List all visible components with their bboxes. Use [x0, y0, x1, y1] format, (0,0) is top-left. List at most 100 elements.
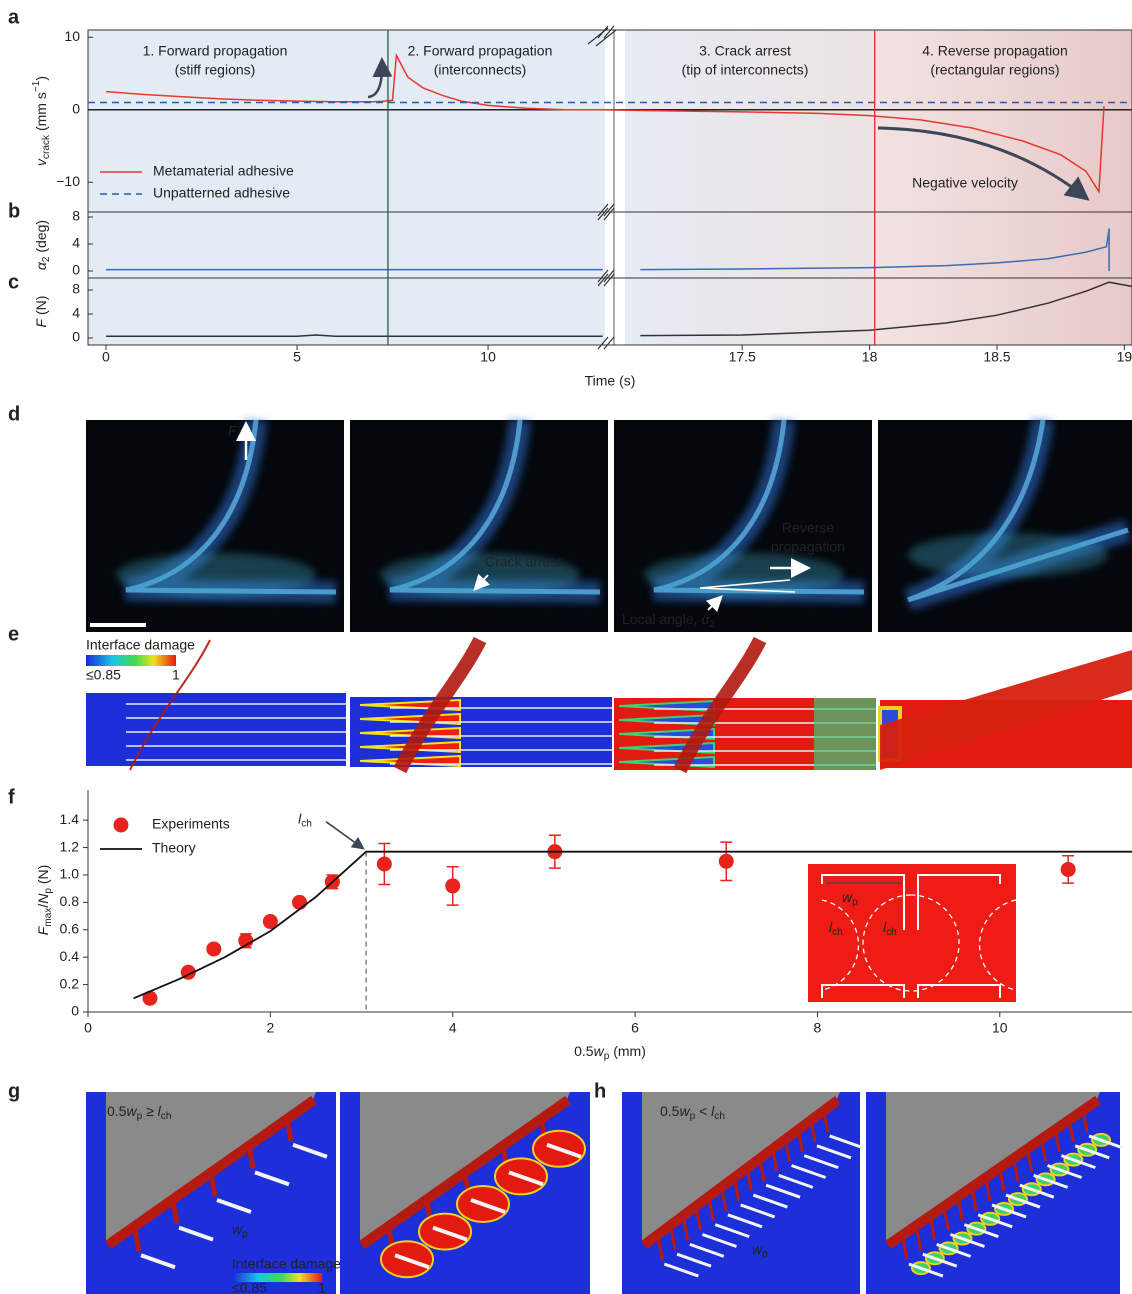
render-slot: [470, 1198, 506, 1214]
render-slot: [977, 1213, 1013, 1229]
inset-circles: [821, 894, 1017, 992]
render-slot: [778, 1173, 814, 1189]
label-part: −1: [31, 80, 42, 92]
render-slot: [908, 1262, 944, 1278]
render-leg: [707, 1198, 715, 1221]
y-tick-label: 0: [72, 329, 80, 345]
label-part: ch: [886, 927, 897, 938]
label-part: (deg): [33, 220, 49, 257]
x-tick-label: 5: [293, 349, 301, 365]
label-part: (N): [33, 296, 49, 319]
panel-label: e: [8, 623, 19, 645]
label-part: ch: [301, 818, 312, 829]
render-leg: [771, 1149, 779, 1172]
render-slot: [508, 1170, 544, 1187]
y-tick-label: 0.8: [60, 893, 80, 909]
rich-label: vcrack (mm s−1): [31, 76, 52, 166]
label-part: w: [594, 1043, 605, 1059]
label-part: max: [43, 908, 54, 927]
legend-label: Experiments: [152, 816, 230, 832]
axis-break: [597, 207, 615, 221]
inset-slots: [821, 874, 1001, 998]
label-part: Local angle,: [622, 611, 701, 627]
y-tick-label: 1.0: [60, 866, 80, 882]
legend-label: Metamaterial adhesive: [153, 163, 294, 179]
label-part: 0.5: [660, 1103, 680, 1119]
phase-label: (rectangular regions): [930, 62, 1059, 78]
x-tick-label: 2: [266, 1020, 274, 1036]
phase-label: 1. Forward propagation: [143, 43, 288, 59]
y-tick-label: −10: [56, 173, 80, 189]
y-tick-label: 0.4: [60, 948, 80, 964]
y-tick-label: 4: [72, 235, 80, 251]
panel-label: g: [8, 1080, 20, 1102]
x-tick-label: 0: [84, 1020, 92, 1036]
colorbar-min: ≤0.85: [86, 667, 121, 683]
annotation: Negative velocity: [912, 175, 1018, 191]
label-part: α: [701, 611, 710, 627]
y-tick-label: 1.2: [60, 838, 80, 854]
panels-abc: −10 0 10 vcrack (mm s−1) 0 4 8 α2 (deg) 0 4 8 F (N): [31, 25, 1132, 350]
label-part: p: [604, 1051, 610, 1062]
colorbar: [86, 655, 176, 666]
render-slot: [663, 1262, 699, 1278]
data-point: [142, 990, 158, 1006]
data-point: [1060, 861, 1076, 877]
x-tick-label: 18: [862, 349, 878, 365]
rich-label: lch: [298, 810, 312, 829]
rich-label: Fmax/Np (N): [35, 865, 54, 936]
render-rail: [641, 1095, 841, 1250]
y-tick-label: 0: [71, 1003, 79, 1019]
label-part: w: [679, 1103, 690, 1119]
render-rail: [885, 1095, 1101, 1250]
render-leg: [943, 1208, 950, 1231]
x-tick-label: 0: [102, 349, 110, 365]
render-leg: [1012, 1158, 1020, 1182]
label-part: crack: [41, 134, 52, 159]
render-leg: [984, 1178, 992, 1202]
phase-background: [88, 30, 605, 345]
render-leg: [784, 1139, 791, 1162]
image-panels: F Crack arrest Reverse propagation Local ang…: [86, 418, 1132, 1294]
label-part: p: [690, 1111, 696, 1122]
colorbar: [232, 1273, 322, 1282]
label-part: v: [33, 158, 49, 166]
render-leg: [669, 1227, 677, 1251]
label-part: l: [829, 919, 833, 935]
render-slot: [740, 1203, 776, 1219]
sim-substrate: [86, 693, 346, 766]
sim-tape: [673, 636, 767, 774]
render-slot: [816, 1144, 852, 1160]
panel-label: c: [8, 271, 19, 293]
rich-label: wp: [842, 889, 858, 908]
velocity-arrow: [877, 126, 1090, 201]
colorbar-min: ≤0.85: [232, 1280, 267, 1294]
label-part: N: [35, 893, 51, 904]
render-rail: [105, 1095, 317, 1250]
render-leg: [656, 1237, 664, 1261]
phase-background: [625, 30, 870, 345]
annot-arrow: [473, 573, 491, 591]
render-slot: [254, 1170, 290, 1187]
axis-break: [587, 27, 617, 47]
label-part: 2: [709, 619, 715, 630]
image-label: propagation: [771, 539, 845, 555]
x-tick-label: 6: [631, 1020, 639, 1036]
render-leg: [929, 1218, 937, 1241]
label-part: ch: [832, 927, 843, 938]
label-part: l: [883, 919, 887, 935]
rich-label: F (N): [33, 296, 49, 328]
panel-label: a: [8, 6, 20, 28]
label-part: w: [752, 1241, 763, 1257]
legend-label: Unpatterned adhesive: [153, 185, 290, 201]
image-label: Crack arrest: [485, 554, 561, 570]
y-tick-label: 0.6: [60, 920, 80, 936]
render-plate: [642, 1092, 840, 1240]
image-label: Reverse: [782, 520, 834, 536]
colorbar-max: 1: [318, 1280, 326, 1294]
x-tick-label: 10: [992, 1020, 1008, 1036]
render-slot: [963, 1223, 999, 1239]
data-point: [376, 856, 392, 872]
scale-bar: [90, 623, 146, 627]
